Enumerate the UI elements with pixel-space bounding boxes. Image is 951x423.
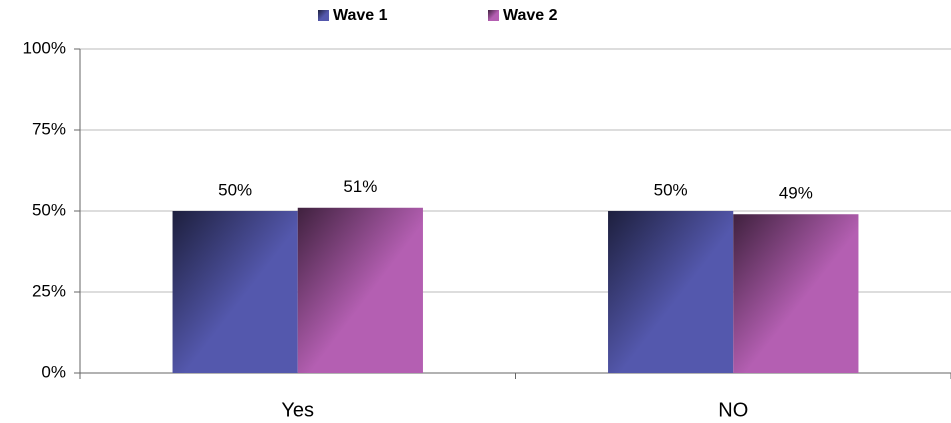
y-tick-label: 0% (41, 362, 66, 381)
bar (297, 207, 423, 373)
bar (172, 211, 298, 373)
data-label: 50% (654, 180, 688, 199)
x-tick-label: Yes (281, 399, 314, 421)
y-tick-label: 50% (32, 200, 66, 219)
y-tick-label: 25% (32, 281, 66, 300)
y-tick-label: 75% (32, 119, 66, 138)
bar (733, 214, 859, 373)
legend-label: Wave 2 (503, 7, 558, 24)
data-label: 49% (779, 184, 813, 203)
bar (608, 211, 734, 373)
legend-swatch (488, 10, 499, 21)
data-label: 50% (218, 180, 252, 199)
x-tick-label: NO (718, 399, 748, 421)
data-label: 51% (343, 177, 377, 196)
legend-swatch (318, 10, 329, 21)
y-tick-label: 100% (23, 38, 66, 57)
legend-label: Wave 1 (333, 7, 388, 24)
